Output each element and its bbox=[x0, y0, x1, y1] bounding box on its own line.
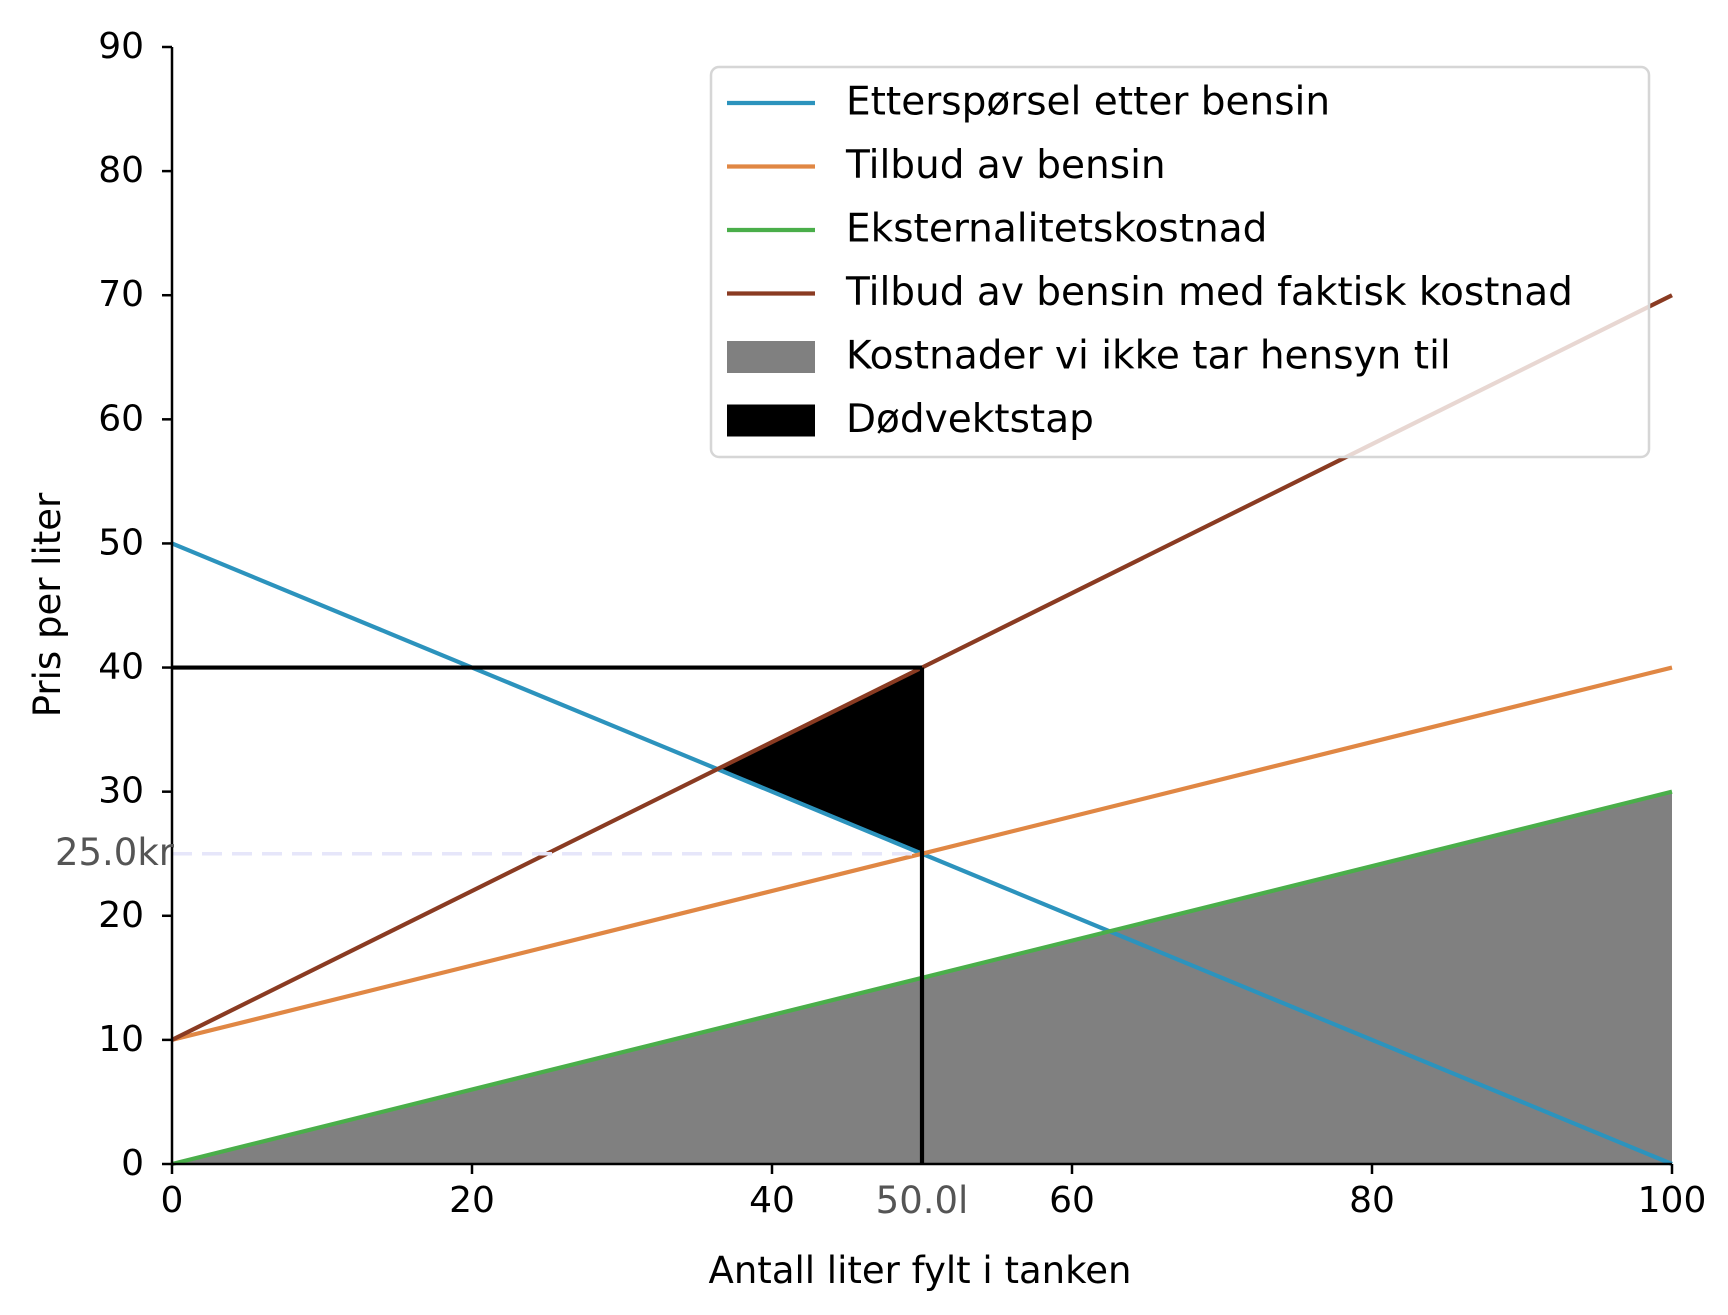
y-ticks: 0 10 20 30 40 50 60 70 80 90 bbox=[98, 26, 172, 1184]
equilibrium-price-label: 25.0kr bbox=[55, 831, 175, 874]
axes bbox=[170, 47, 1672, 1166]
y-tick-label: 70 bbox=[98, 274, 144, 315]
legend-label-eksternalitetskostnad: Eksternalitetskostnad bbox=[846, 207, 1267, 252]
legend: Etterspørsel etter bensin Tilbud av bensi… bbox=[709, 65, 1651, 459]
reference-lines bbox=[172, 665, 925, 1164]
x-tick-label: 80 bbox=[1349, 1180, 1395, 1221]
legend-swatch-kostnader-vi-ikke-tar-hensyn-til bbox=[727, 341, 815, 373]
y-tick-label: 60 bbox=[98, 398, 144, 439]
legend-label-ettersporsel-etter-bensin: Etterspørsel etter bensin bbox=[846, 80, 1330, 125]
x-axis-label: Antall liter fylt i tanken bbox=[709, 1249, 1132, 1292]
legend-label-tilbud-av-bensin: Tilbud av bensin bbox=[845, 143, 1166, 188]
area-dodvektstap bbox=[717, 667, 922, 854]
y-tick-label: 50 bbox=[98, 522, 144, 563]
legend-frame bbox=[709, 65, 1651, 459]
y-tick-label: 20 bbox=[98, 895, 144, 936]
marker-labels: 25.0kr 50.0l bbox=[55, 831, 968, 1222]
legend-label-dodvektstap: Dødvektstap bbox=[846, 397, 1094, 442]
y-tick-label: 0 bbox=[121, 1143, 144, 1184]
legend-swatch-dodvektstap bbox=[727, 404, 815, 437]
x-tick-label: 0 bbox=[161, 1180, 184, 1221]
legend-label-kostnader-vi-ikke-tar-hensyn-til: Kostnader vi ikke tar hensyn til bbox=[846, 334, 1451, 379]
x-tick-label: 20 bbox=[449, 1180, 495, 1221]
y-tick-label: 30 bbox=[98, 771, 144, 812]
equilibrium-quantity-label: 50.0l bbox=[876, 1179, 969, 1222]
legend-label-tilbud-av-bensin-med-faktisk-kostnad: Tilbud av bensin med faktisk kostnad bbox=[845, 270, 1573, 315]
y-axis-label: Pris per liter bbox=[26, 492, 69, 717]
y-tick-label: 40 bbox=[98, 647, 144, 688]
y-tick-label: 80 bbox=[98, 150, 144, 191]
x-ticks: 0 20 40 60 80 100 bbox=[161, 1164, 1707, 1221]
x-tick-label: 40 bbox=[749, 1180, 795, 1221]
x-tick-label: 60 bbox=[1049, 1180, 1095, 1221]
y-tick-label: 10 bbox=[98, 1019, 144, 1060]
x-tick-label: 100 bbox=[1638, 1180, 1707, 1221]
y-tick-label: 90 bbox=[98, 26, 144, 67]
